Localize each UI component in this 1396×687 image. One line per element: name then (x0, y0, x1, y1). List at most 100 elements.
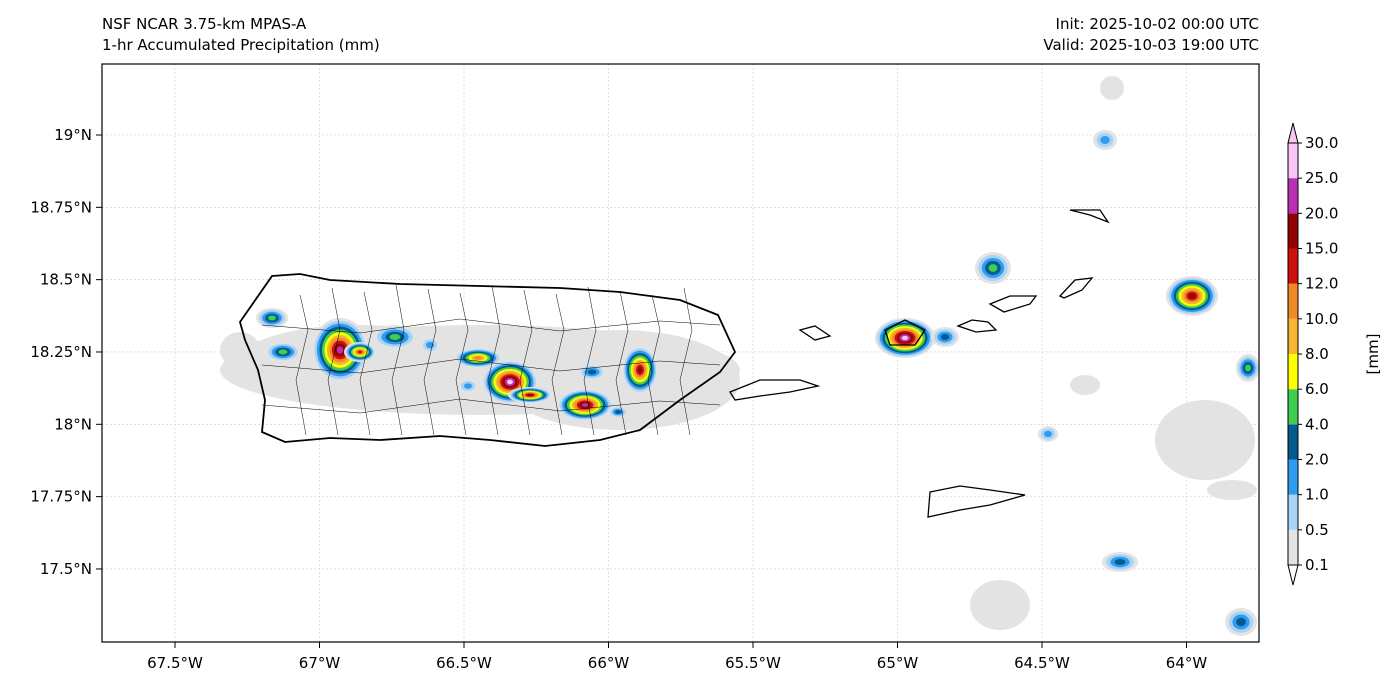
precip-contour (1236, 617, 1246, 627)
lat-tick-label: 19°N (54, 126, 92, 144)
colorbar-swatch (1288, 283, 1298, 319)
colorbar-label: 30.0 (1305, 134, 1338, 152)
precip-contour (464, 383, 472, 389)
lat-tick-label: 18.5°N (40, 271, 92, 289)
colorbar-max-extend (1287, 122, 1299, 144)
precip-contour (1155, 400, 1255, 480)
colorbar-label: 8.0 (1305, 345, 1329, 363)
precip-contour (1207, 480, 1257, 500)
colorbar-swatch (1288, 178, 1298, 214)
colorbar-swatch (1288, 529, 1298, 565)
colorbar-swatch (1288, 494, 1298, 530)
precip-contour (278, 349, 288, 355)
municipal-boundary (583, 286, 597, 436)
colorbar-label: 12.0 (1305, 275, 1338, 293)
municipal-boundary (359, 291, 373, 436)
init-time: Init: 2025-10-02 00:00 UTC (1055, 15, 1259, 33)
municipal-boundary (391, 284, 405, 436)
culebra-outline (798, 325, 832, 341)
colorbar-label: 1.0 (1305, 486, 1329, 504)
municipal-boundary (647, 294, 661, 436)
model-title: NSF NCAR 3.75-km MPAS-A (102, 15, 307, 33)
map-frame (101, 63, 1260, 643)
st-croix-outline (927, 485, 1026, 518)
colorbar-swatch (1288, 354, 1298, 390)
lon-tick-label: 64.5°W (1014, 654, 1070, 672)
municipal-boundary (327, 287, 341, 436)
precip-contour (901, 335, 909, 341)
colorbar-swatch (1288, 424, 1298, 460)
colorbar-label: 2.0 (1305, 451, 1329, 469)
precip-contour (614, 410, 622, 414)
colorbar-label: 25.0 (1305, 169, 1338, 187)
tortola-outline (1058, 277, 1094, 299)
municipal-boundary (455, 292, 469, 436)
colorbar-label: 6.0 (1305, 380, 1329, 398)
colorbar-label: 20.0 (1305, 204, 1338, 222)
colorbar-min-extend (1287, 564, 1299, 586)
colorbar-swatch (1288, 248, 1298, 284)
colorbar-swatch (1288, 459, 1298, 495)
precip-contour (1070, 375, 1100, 395)
precip-contour (1245, 364, 1251, 372)
virgin-gorda-outline (884, 319, 926, 346)
lat-tick-label: 18°N (54, 415, 92, 433)
precip-contour (357, 350, 363, 354)
lon-tick-label: 66.5°W (436, 654, 492, 672)
precip-contour (637, 366, 643, 374)
lat-tick-label: 17.75°N (30, 488, 92, 506)
colorbar-swatch (1288, 318, 1298, 354)
field-title: 1-hr Accumulated Precipitation (mm) (102, 36, 380, 54)
precip-contour (1188, 293, 1196, 299)
municipal-boundary (519, 289, 533, 436)
valid-time: Valid: 2025-10-03 19:00 UTC (1043, 36, 1259, 54)
municipal-boundary (261, 398, 721, 414)
precip-contour (336, 346, 344, 354)
colorbar-label: 10.0 (1305, 310, 1338, 328)
colorbar-label: 4.0 (1305, 415, 1329, 433)
precip-contour (1044, 430, 1052, 438)
colorbar-swatch (1288, 213, 1298, 249)
colorbar-label: 15.0 (1305, 240, 1338, 258)
lon-tick-label: 67°W (299, 654, 341, 672)
colorbar-swatch (1288, 143, 1298, 179)
lat-tick-label: 17.5°N (40, 560, 92, 578)
municipal-boundary (261, 318, 721, 334)
colorbar-label: 0.1 (1305, 556, 1329, 574)
precip-contour (988, 264, 998, 272)
precip-contour (1114, 558, 1126, 566)
st-john-outline (988, 295, 1038, 313)
colorbar-unit-label: [mm] (1364, 334, 1382, 375)
municipal-boundary (295, 294, 309, 436)
lon-tick-label: 64°W (1166, 654, 1208, 672)
lat-tick-label: 18.25°N (30, 343, 92, 361)
lon-tick-label: 66°W (588, 654, 630, 672)
colorbar-swatch (1288, 389, 1298, 425)
colorbar-label: 0.5 (1305, 521, 1329, 539)
anguilla-outline (1069, 209, 1110, 224)
precip-contour (1100, 136, 1110, 144)
precip-contour (1100, 76, 1124, 100)
municipal-boundary (551, 293, 565, 436)
lat-tick-label: 18.75°N (30, 198, 92, 216)
precip-contour (527, 393, 533, 397)
precip-contour (587, 369, 597, 375)
precip-contour (507, 379, 513, 385)
precip-contour (474, 356, 482, 360)
precip-contour (220, 332, 260, 368)
precip-contour (268, 315, 276, 321)
municipal-boundary (679, 287, 693, 436)
puerto-rico-outline (239, 273, 737, 447)
precip-contour (970, 580, 1030, 630)
precip-contour (940, 333, 950, 341)
st-thomas-outline (956, 319, 998, 333)
precip-contour (389, 334, 401, 340)
lon-tick-label: 65.5°W (725, 654, 781, 672)
lon-tick-label: 67.5°W (147, 654, 203, 672)
precip-contour (581, 403, 589, 407)
municipal-boundary (423, 288, 437, 436)
vieques-outline (729, 379, 821, 401)
municipal-boundary (487, 285, 501, 436)
